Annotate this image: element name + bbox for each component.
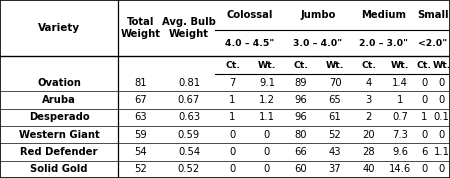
Text: 0: 0	[438, 78, 445, 88]
Text: Ct.: Ct.	[225, 61, 240, 69]
Text: Aruba: Aruba	[42, 95, 76, 105]
Text: Ovation: Ovation	[37, 78, 81, 88]
Text: 70: 70	[328, 78, 341, 88]
Text: 81: 81	[134, 78, 147, 88]
Text: 0: 0	[230, 164, 236, 174]
Text: 0.63: 0.63	[178, 112, 200, 122]
Text: 0: 0	[438, 95, 445, 105]
Text: 4: 4	[365, 78, 372, 88]
Text: 0: 0	[264, 130, 270, 140]
Text: 0: 0	[421, 164, 427, 174]
Text: 1.1: 1.1	[433, 147, 450, 157]
Text: Colossal: Colossal	[226, 10, 273, 20]
Text: Wt.: Wt.	[432, 61, 450, 69]
Text: 61: 61	[328, 112, 342, 122]
Text: 96: 96	[295, 112, 307, 122]
Text: 1: 1	[397, 95, 403, 105]
Text: 0: 0	[421, 95, 427, 105]
Text: Avg. Bulb
Weight: Avg. Bulb Weight	[162, 17, 216, 39]
Text: Wt.: Wt.	[258, 61, 276, 69]
Text: 1: 1	[230, 112, 236, 122]
Text: 43: 43	[329, 147, 341, 157]
Text: 4.0 – 4.5": 4.0 – 4.5"	[225, 38, 274, 48]
Text: 65: 65	[328, 95, 342, 105]
Text: 1: 1	[421, 112, 427, 122]
Text: 14.6: 14.6	[389, 164, 411, 174]
Text: 67: 67	[134, 95, 147, 105]
Text: <2.0": <2.0"	[418, 38, 447, 48]
Text: 0: 0	[230, 147, 236, 157]
Text: Western Giant: Western Giant	[18, 130, 99, 140]
Text: 52: 52	[134, 164, 147, 174]
Text: Ct.: Ct.	[293, 61, 309, 69]
Text: Red Defender: Red Defender	[20, 147, 98, 157]
Text: 0: 0	[438, 164, 445, 174]
Text: 2.0 – 3.0": 2.0 – 3.0"	[359, 38, 408, 48]
Text: 89: 89	[295, 78, 307, 88]
Text: Jumbo: Jumbo	[300, 10, 336, 20]
Text: 66: 66	[295, 147, 307, 157]
Text: Solid Gold: Solid Gold	[30, 164, 88, 174]
Text: 52: 52	[328, 130, 342, 140]
Text: 3: 3	[365, 95, 372, 105]
Text: 7.3: 7.3	[392, 130, 408, 140]
Text: 9.1: 9.1	[259, 78, 275, 88]
Text: 60: 60	[295, 164, 307, 174]
Text: Ct.: Ct.	[417, 61, 432, 69]
Text: 96: 96	[295, 95, 307, 105]
Text: 40: 40	[362, 164, 375, 174]
Text: 1.1: 1.1	[259, 112, 275, 122]
Text: 0: 0	[264, 164, 270, 174]
Text: 0: 0	[421, 130, 427, 140]
Text: Variety: Variety	[38, 23, 80, 33]
Text: 1: 1	[230, 95, 236, 105]
Text: 28: 28	[362, 147, 375, 157]
Text: Small: Small	[417, 10, 448, 20]
Text: 0.54: 0.54	[178, 147, 200, 157]
Text: 0.7: 0.7	[392, 112, 408, 122]
Text: 0.1: 0.1	[433, 112, 450, 122]
Text: 1.2: 1.2	[259, 95, 275, 105]
Text: 80: 80	[295, 130, 307, 140]
Text: 0: 0	[438, 130, 445, 140]
Text: 0: 0	[421, 78, 427, 88]
Text: 1.4: 1.4	[392, 78, 408, 88]
Text: 63: 63	[134, 112, 147, 122]
Text: 0: 0	[230, 130, 236, 140]
Text: Ct.: Ct.	[361, 61, 376, 69]
Text: Wt.: Wt.	[391, 61, 409, 69]
Text: Wt.: Wt.	[326, 61, 344, 69]
Text: 0: 0	[264, 147, 270, 157]
Text: 0.59: 0.59	[178, 130, 200, 140]
Text: 59: 59	[134, 130, 147, 140]
Text: 54: 54	[134, 147, 147, 157]
Text: 3.0 – 4.0": 3.0 – 4.0"	[293, 38, 342, 48]
Text: 9.6: 9.6	[392, 147, 408, 157]
Text: Medium: Medium	[361, 10, 406, 20]
Text: Total
Weight: Total Weight	[121, 17, 161, 39]
Text: Desperado: Desperado	[29, 112, 89, 122]
Text: 7: 7	[230, 78, 236, 88]
Text: 6: 6	[421, 147, 427, 157]
Text: 0.81: 0.81	[178, 78, 200, 88]
Text: 37: 37	[328, 164, 341, 174]
Text: 20: 20	[362, 130, 375, 140]
Text: 2: 2	[365, 112, 372, 122]
Text: 0.52: 0.52	[178, 164, 200, 174]
Text: 0.67: 0.67	[178, 95, 200, 105]
